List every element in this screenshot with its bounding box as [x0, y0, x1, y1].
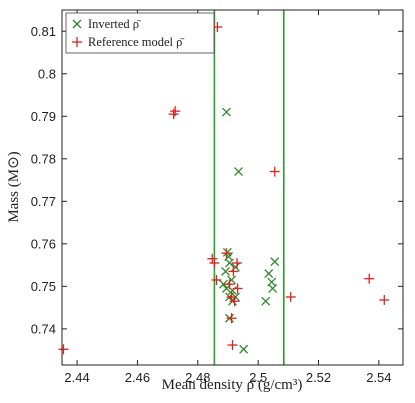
- point-reference-4: [221, 248, 232, 259]
- point-reference-8: [228, 266, 239, 277]
- legend-plus-marker: [72, 37, 82, 47]
- y-tick-label: 0.76: [31, 236, 56, 251]
- plot-frame: [61, 9, 404, 366]
- point-inverted-4: [225, 258, 234, 268]
- point-reference-2: [168, 109, 179, 120]
- legend-x-marker: [72, 19, 82, 29]
- y-tick-label: 0.77: [31, 194, 56, 209]
- y-tick-label: 0.75: [31, 279, 56, 294]
- y-tick-label: 0.79: [31, 109, 56, 124]
- data-points: [58, 22, 390, 355]
- point-inverted-15: [239, 344, 249, 354]
- y-axis-ticks: 0.74 0.75 0.76 0.77 0.78 0.79 0.8 0.81: [31, 24, 403, 336]
- point-inverted-19: [268, 284, 278, 293]
- point-inverted-20: [270, 257, 280, 267]
- point-reference-6: [209, 257, 220, 268]
- x-axis-ticks: 2.44 2.46 2.48 2.5 2.52 2.54: [64, 10, 392, 385]
- legend-box: [65, 12, 215, 54]
- point-reference-13: [229, 296, 240, 307]
- point-reference-11: [232, 283, 243, 294]
- y-tick-label: 0.74: [31, 321, 56, 336]
- point-reference-5: [207, 253, 218, 264]
- x-tick-label: 2.5: [249, 370, 267, 385]
- y-tick-label: 0.78: [31, 151, 56, 166]
- x-tick-label: 2.44: [64, 370, 89, 385]
- legend-label-reference: Reference model ρ̄: [88, 35, 184, 49]
- x-tick-label: 2.52: [306, 370, 331, 385]
- point-reference-18: [379, 294, 390, 305]
- point-reference-17: [364, 273, 375, 284]
- point-reference-7: [232, 257, 243, 268]
- y-tick-label: 0.8: [38, 66, 56, 81]
- point-reference-9: [211, 274, 222, 285]
- point-reference-19: [58, 344, 69, 355]
- reference-lines: [213, 10, 285, 365]
- legend: Inverted ρ̄ Reference model ρ̄: [65, 12, 215, 54]
- point-inverted-16: [261, 296, 271, 306]
- point-inverted-0: [222, 107, 231, 117]
- point-inverted-17: [264, 269, 274, 279]
- point-inverted-8: [218, 279, 228, 289]
- point-reference-14: [226, 313, 237, 324]
- x-tick-label: 2.54: [366, 370, 391, 385]
- legend-marker-reference: [72, 37, 82, 47]
- point-reference-3: [269, 166, 280, 177]
- legend-marker-inverted: [72, 19, 82, 29]
- point-inverted-6: [221, 267, 231, 276]
- point-reference-15: [227, 340, 238, 351]
- point-reference-10: [224, 279, 235, 290]
- point-inverted-1: [234, 167, 243, 177]
- x-tick-label: 2.48: [185, 370, 210, 385]
- x-axis-label: Mean density ρ̄ (g/cm³): [162, 377, 303, 393]
- point-reference-16: [285, 291, 296, 302]
- legend-label-inverted: Inverted ρ̄: [88, 17, 141, 31]
- y-tick-label: 0.81: [31, 24, 56, 39]
- plot-background: [62, 10, 403, 365]
- x-tick-label: 2.46: [125, 370, 150, 385]
- y-axis-label: Mass (M⊙): [6, 151, 22, 222]
